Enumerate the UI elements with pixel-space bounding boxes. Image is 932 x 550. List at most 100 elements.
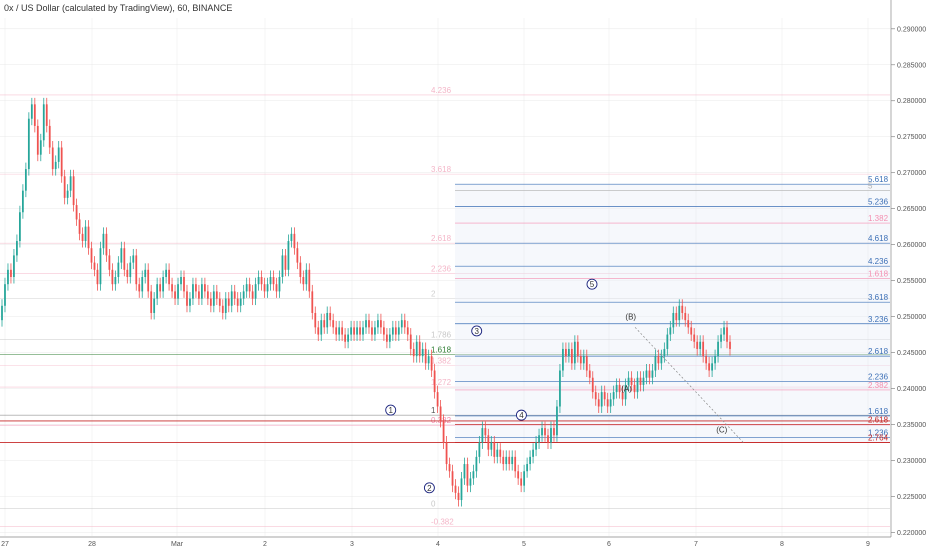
candle-body — [290, 233, 293, 242]
candle-body — [1, 305, 3, 321]
candle-body — [368, 320, 370, 328]
candle-body — [606, 399, 609, 407]
candle-body — [24, 169, 27, 191]
candle-body — [585, 356, 588, 371]
candle-body — [350, 327, 352, 335]
wave-label: 5 — [590, 280, 595, 289]
candle-body — [397, 327, 400, 335]
candle-body — [412, 348, 415, 357]
candle-body — [675, 312, 678, 321]
wave-label: 4 — [519, 411, 524, 420]
candle-body — [609, 399, 612, 407]
candle-body — [603, 392, 606, 400]
candle-body — [281, 255, 284, 277]
candle-body — [266, 284, 269, 292]
candle-body — [383, 327, 385, 335]
candle-body — [311, 291, 314, 313]
candle-body — [206, 291, 209, 299]
candle-body — [174, 291, 176, 299]
candle-body — [567, 348, 570, 357]
price-tick-label: 0.230000 — [897, 458, 926, 465]
candle-body — [51, 147, 54, 170]
candle-body — [615, 384, 618, 393]
time-tick-label: 8 — [780, 541, 784, 548]
candle-body — [427, 356, 430, 364]
candle-body — [296, 248, 299, 263]
candle-body — [105, 233, 108, 256]
candle-body — [251, 291, 254, 299]
candle-body — [302, 277, 305, 285]
candle-body — [287, 241, 290, 270]
candle-body — [147, 269, 150, 292]
candle-body — [421, 348, 424, 357]
candle-body — [600, 392, 603, 407]
candle-body — [69, 176, 72, 191]
candle-body — [299, 262, 302, 277]
candle-body — [457, 492, 460, 501]
candle-body — [275, 284, 278, 292]
candle-body — [120, 248, 123, 263]
fib-level-label: 2.236 — [431, 264, 452, 273]
time-tick-label: 27 — [1, 541, 9, 548]
fib-level-label: 1 — [431, 406, 436, 415]
candle-body — [672, 312, 675, 328]
wave-label: (A) — [621, 385, 632, 394]
candle-body — [362, 327, 364, 335]
candle-body — [415, 341, 418, 357]
time-tick-label: Mar — [171, 541, 184, 548]
candle-body — [90, 248, 93, 263]
candle-body — [714, 356, 716, 364]
candle-body — [269, 277, 272, 285]
candle-body — [326, 312, 329, 328]
candle-body — [663, 348, 666, 357]
candle-body — [57, 147, 60, 162]
candle-body — [409, 334, 412, 349]
time-tick-label: 6 — [607, 541, 611, 548]
candle-body — [544, 428, 546, 436]
candle-body — [588, 370, 591, 378]
candle-body — [218, 298, 221, 306]
candle-body — [16, 241, 18, 256]
candle-body — [666, 334, 669, 349]
price-tick-label: 0.270000 — [897, 170, 926, 177]
candle-body — [347, 334, 349, 342]
candle-body — [180, 277, 182, 285]
candle-body — [502, 456, 505, 465]
candle-body — [117, 262, 120, 277]
candle-body — [624, 384, 627, 400]
candle-body — [642, 377, 645, 385]
price-tick-label: 0.220000 — [897, 530, 926, 537]
candles — [1, 97, 731, 507]
candle-body — [272, 277, 275, 285]
candle-body — [183, 277, 185, 292]
candle-body — [192, 284, 194, 299]
candle-body — [78, 219, 81, 234]
candle-body — [460, 478, 463, 501]
candle-body — [538, 435, 540, 443]
candle-body — [559, 370, 561, 407]
time-axis-bg — [0, 537, 932, 550]
candle-body — [702, 341, 705, 357]
candle-body — [469, 478, 472, 486]
candle-body — [221, 305, 224, 313]
candle-body — [338, 327, 341, 335]
candle-body — [260, 277, 263, 285]
candle-body — [111, 269, 114, 285]
fib-level-label: 1.382 — [431, 356, 452, 365]
candle-body — [359, 327, 361, 335]
candle-body — [678, 305, 681, 321]
fib-level-label: 1.618 — [431, 346, 452, 355]
candle-body — [505, 456, 508, 465]
candle-body — [654, 356, 657, 371]
candle-body — [562, 348, 564, 371]
candle-body — [445, 442, 448, 465]
candle-body — [245, 284, 248, 292]
candle-body — [159, 284, 162, 292]
time-tick-label: 3 — [350, 541, 354, 548]
fib-level-label: 2.618 — [431, 234, 452, 243]
candle-body — [591, 377, 594, 393]
wave-circle — [586, 278, 598, 290]
candle-body — [618, 384, 621, 393]
candle-body — [454, 485, 457, 493]
